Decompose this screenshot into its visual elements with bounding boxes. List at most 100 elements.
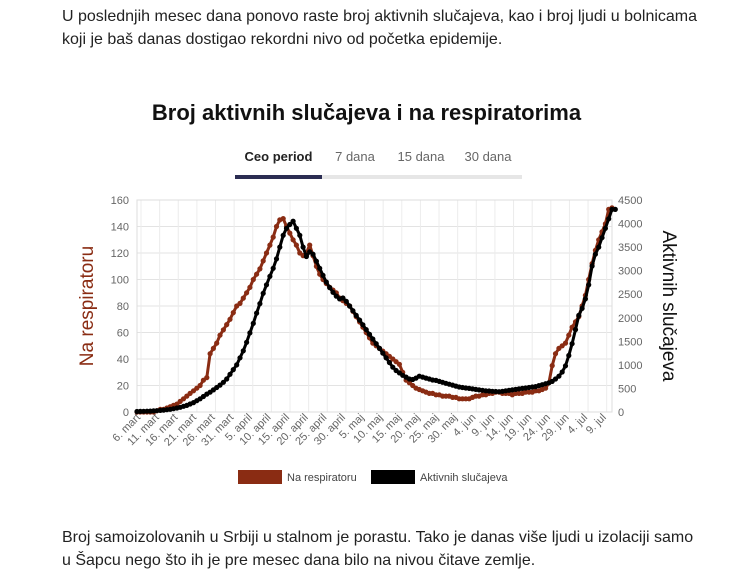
data-point-active [287,221,293,228]
y-left-tick-label: 60 [117,328,129,340]
y-right-tick-label: 2500 [618,289,642,301]
data-point-active [244,339,250,345]
series-line-respirator [137,206,613,414]
data-point-active [277,244,283,250]
period-tabs: Ceo period 7 dana 15 dana 30 dana [235,145,522,179]
data-point-respirator [267,242,273,248]
data-point-active [602,225,609,231]
data-point-respirator [307,242,313,248]
data-point-respirator [257,266,263,272]
data-point-active [260,290,266,296]
y-left-axis-title: Na respiratoru [77,246,98,366]
data-point-respirator [220,327,226,333]
x-tick-label: 9. jul [584,412,609,437]
data-point-active [237,355,243,361]
data-point-active [257,301,263,307]
data-point-active [310,251,316,257]
chart-title: Broj aktivnih slučajeva i na respiratori… [151,100,582,125]
data-point-active [569,341,575,347]
y-left-tick-label: 80 [117,301,129,313]
tab-ceo-period[interactable]: Ceo period [244,149,313,164]
y-right-tick-label: 500 [618,383,636,395]
data-point-respirator [244,290,250,296]
data-point-active [230,367,236,373]
y-right-tick-label: 0 [618,407,624,419]
tab-7-dana[interactable]: 7 dana [335,149,375,164]
data-point-active [290,218,296,224]
data-point-respirator [247,284,253,290]
data-point-active [370,336,376,342]
data-point-respirator [552,351,559,357]
data-point-active [340,295,346,301]
data-point-respirator [549,363,555,369]
y-right-tick-label: 2000 [618,313,642,325]
y-right-tick-label: 4000 [618,219,642,231]
plot-border [136,199,613,413]
y-right-axis-title: Aktivnih slučajeva [658,230,679,381]
data-point-active [250,320,256,326]
tab-15-dana[interactable]: 15 dana [397,149,445,164]
data-point-active [592,251,599,257]
data-point-active [270,265,276,271]
data-point-active [273,256,280,262]
data-point-respirator [204,375,210,381]
data-point-active [293,225,299,231]
data-point-respirator [197,382,203,389]
data-point-active [606,216,612,222]
data-point-active [343,298,349,304]
data-point-active [360,322,366,328]
tab-30-dana[interactable]: 30 dana [464,149,512,164]
data-point-active [350,308,356,314]
data-point-active [596,244,602,250]
data-point-active [576,312,582,318]
outro-paragraph: Broj samoizolovanih u Srbiji u stalnom j… [62,529,694,569]
legend-label-respirator: Na respiratoru [287,472,357,484]
dual-axis-line-chart: 0 20 40 60 80 100 120 140 160 0 500 1000 1500 2000 250… [77,195,679,484]
data-point-active [283,225,290,231]
data-point-active [380,350,386,356]
y-left-tick-label: 160 [111,195,129,207]
data-point-active [363,327,369,333]
data-point-active [612,206,618,212]
data-point-active [556,373,562,379]
data-point-active [357,317,363,323]
data-point-respirator [280,216,286,222]
data-point-active [376,345,383,351]
data-point-active [297,232,303,238]
legend-swatch-respirator [238,470,282,484]
data-point-respirator [263,250,270,256]
data-point-active [562,363,569,369]
data-point-active [263,282,270,288]
data-point-active [227,371,233,377]
y-left-tick-label: 0 [123,407,129,419]
data-point-active [267,273,273,279]
data-point-active [303,253,309,260]
data-point-active [234,362,240,368]
data-point-active [586,282,592,288]
data-point-respirator [240,295,246,301]
legend-label-active: Aktivnih slučajeva [420,472,508,484]
data-point-active [317,265,323,271]
data-point-active [220,379,226,385]
data-point-active [386,359,392,366]
data-point-active [599,235,605,241]
data-point-active [383,355,389,361]
data-point-active [224,376,230,382]
data-point-respirator [230,310,236,316]
tab-track [235,175,522,179]
data-point-respirator [217,332,223,338]
data-point-active [300,244,306,250]
data-point-respirator [293,242,299,248]
data-point-active [572,327,579,333]
active-tab-indicator [235,175,322,179]
data-point-active [366,331,373,337]
series-line-active [136,207,616,413]
data-point-respirator [260,258,266,264]
y-left-tick-label: 100 [111,275,129,287]
data-point-active [566,352,572,359]
y-left-tick-label: 140 [111,222,129,234]
y-right-tick-label: 4500 [618,195,642,207]
x-tick-label: 4. jul [565,412,590,437]
data-point-active [390,364,396,370]
legend-swatch-active [371,470,415,484]
